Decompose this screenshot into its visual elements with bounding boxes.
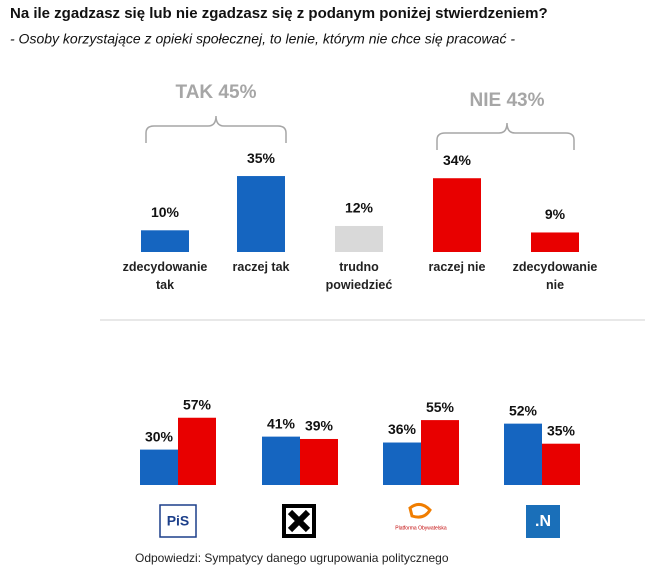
bar xyxy=(237,176,285,252)
value-label: 35% xyxy=(247,150,276,166)
value-label: 9% xyxy=(545,206,566,222)
category-label-box: zdecydowanie nie xyxy=(512,260,598,292)
category-label: trudno powiedzieć xyxy=(325,260,393,292)
value-label: 36% xyxy=(388,421,417,437)
category-label-box: raczej nie xyxy=(428,260,486,274)
category-label: zdecydowanie tak xyxy=(122,260,208,292)
bar xyxy=(542,443,580,485)
logo-kukiz xyxy=(282,504,316,538)
bar xyxy=(140,449,178,485)
bar xyxy=(178,417,216,485)
logo-text: Platforma Obywatelska xyxy=(395,525,447,531)
value-label: 34% xyxy=(443,152,472,168)
bracket xyxy=(145,115,287,143)
value-label: 10% xyxy=(151,204,180,220)
bar xyxy=(335,225,383,252)
bar xyxy=(141,230,189,252)
logo-text: .N xyxy=(535,513,551,530)
bar xyxy=(300,438,338,485)
logo-n: .N xyxy=(526,505,560,538)
value-label: 39% xyxy=(305,418,334,434)
category-label: raczej nie xyxy=(428,260,486,274)
logo-po: Platforma Obywatelska xyxy=(395,503,447,531)
bar xyxy=(421,420,459,485)
value-label: 35% xyxy=(547,422,576,438)
category-label-box: raczej tak xyxy=(232,260,290,274)
bar xyxy=(531,232,579,252)
category-label-box: zdecydowanie tak xyxy=(122,260,208,292)
annotation: NIE 43% xyxy=(470,90,545,111)
logo-text: PiS xyxy=(167,513,190,529)
category-label-box: trudno powiedzieć xyxy=(325,260,393,292)
annotation: TAK 45% xyxy=(176,82,257,103)
bracket xyxy=(436,122,575,150)
value-label: 30% xyxy=(145,428,174,444)
bar xyxy=(433,178,481,252)
bar xyxy=(262,436,300,485)
logo-pis: PiS xyxy=(159,504,197,538)
value-label: 41% xyxy=(267,415,296,431)
value-label: 57% xyxy=(183,396,212,412)
chart-title: Na ile zgadzasz się lub nie zgadzasz się… xyxy=(10,5,548,22)
bar xyxy=(504,423,542,485)
value-label: 55% xyxy=(426,399,455,415)
footnote: Odpowiedzi: Sympatycy danego ugrupowania… xyxy=(135,551,449,565)
value-label: 12% xyxy=(345,200,374,216)
chart-subtitle: - Osoby korzystające z opieki społecznej… xyxy=(10,31,515,47)
category-label: zdecydowanie nie xyxy=(512,260,598,292)
value-label: 52% xyxy=(509,402,538,418)
category-label: raczej tak xyxy=(232,260,290,274)
bar xyxy=(383,442,421,485)
